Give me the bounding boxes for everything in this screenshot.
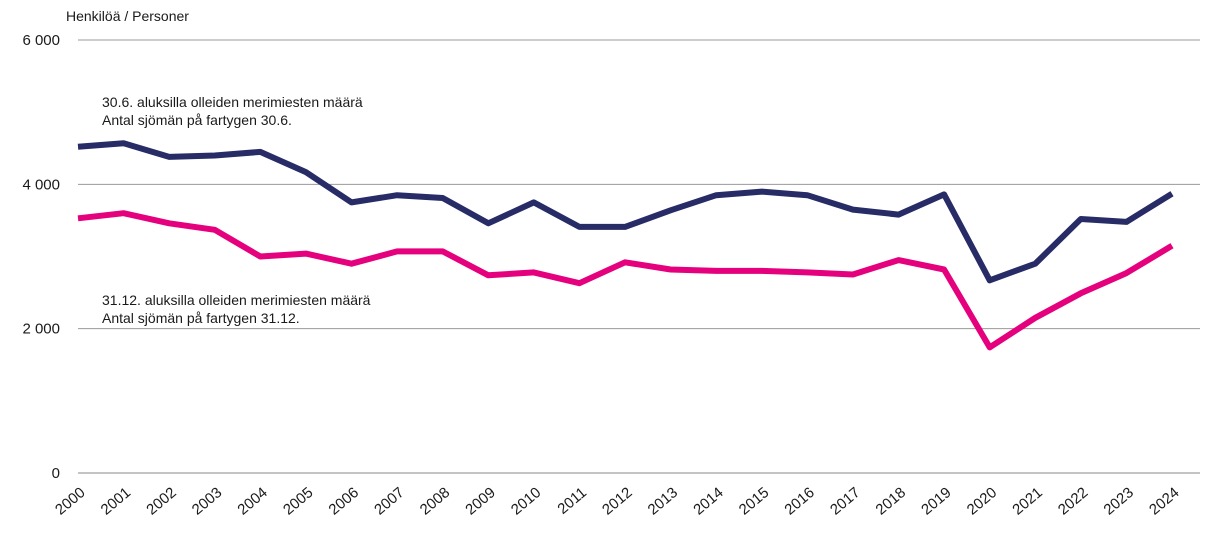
- y-axis-unit-label: Henkilöä / Personer: [66, 8, 189, 24]
- y-tick-label: 0: [52, 465, 60, 482]
- x-axis-ticks: 2000 2001 2002 2003 2004 2005 2006 2007 2008 2009…: [52, 484, 1182, 518]
- series-label-december: 31.12. aluksilla olleiden merimiesten mä…: [102, 291, 370, 327]
- x-tick-label: 2001: [98, 484, 134, 518]
- series-label-december-fi: 31.12. aluksilla olleiden merimiesten mä…: [102, 292, 371, 308]
- series-lines: [77, 140, 1174, 351]
- gridlines: [78, 39, 1200, 474]
- x-tick-label: 2015: [736, 484, 772, 518]
- x-tick-label: 2022: [1055, 484, 1091, 518]
- x-tick-label: 2007: [371, 484, 407, 518]
- x-tick-label: 2000: [52, 484, 88, 518]
- x-tick-label: 2008: [417, 484, 453, 518]
- x-tick-label: 2023: [1100, 484, 1136, 518]
- series-label-june: 30.6. aluksilla olleiden merimiesten mää…: [102, 93, 363, 129]
- x-tick-label: 2009: [462, 484, 498, 518]
- x-tick-label: 2011: [554, 484, 590, 518]
- x-tick-label: 2017: [827, 484, 863, 518]
- x-tick-label: 2020: [964, 484, 1000, 518]
- x-tick-label: 2021: [1009, 484, 1045, 518]
- series-label-june-fi: 30.6. aluksilla olleiden merimiesten mää…: [102, 94, 363, 110]
- y-tick-label: 2 000: [22, 321, 60, 338]
- x-tick-label: 2002: [143, 484, 179, 518]
- y-axis-ticks: 0 2 000 4 000 6 000: [22, 32, 60, 482]
- y-tick-label: 4 000: [22, 176, 60, 193]
- x-tick-label: 2024: [1146, 484, 1182, 518]
- x-tick-label: 2004: [234, 484, 270, 518]
- x-tick-label: 2003: [189, 484, 225, 518]
- series-line-june: [77, 140, 1174, 284]
- x-tick-label: 2005: [280, 484, 316, 518]
- x-tick-label: 2019: [918, 484, 954, 518]
- x-tick-label: 2006: [326, 484, 362, 518]
- x-tick-label: 2012: [599, 484, 635, 518]
- x-tick-label: 2018: [873, 484, 909, 518]
- x-tick-label: 2013: [645, 484, 681, 518]
- series-label-june-sv: Antal sjömän på fartygen 30.6.: [102, 112, 292, 128]
- y-tick-label: 6 000: [22, 32, 60, 49]
- x-tick-label: 2014: [690, 484, 726, 518]
- series-label-december-sv: Antal sjömän på fartygen 31.12.: [102, 310, 300, 326]
- x-tick-label: 2010: [508, 484, 544, 518]
- x-tick-label: 2016: [781, 484, 817, 518]
- series-line-december: [77, 210, 1174, 351]
